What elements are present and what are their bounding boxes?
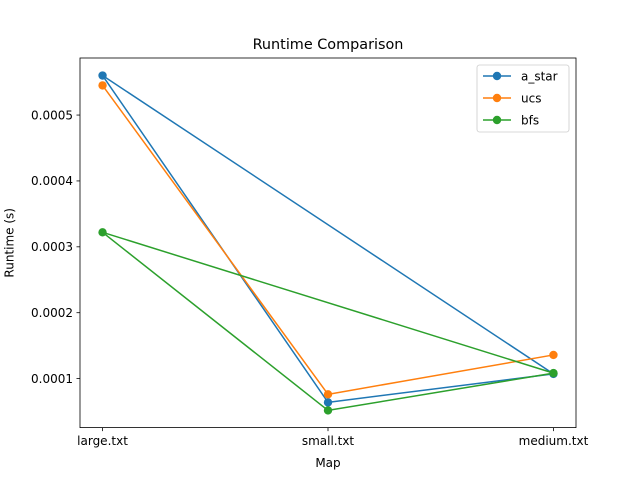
x-axis-ticks: large.txt small.txt medium.txt [77, 427, 589, 448]
y-axis-label: Runtime (s) [3, 208, 17, 278]
data-point-bfs-1 [323, 406, 333, 415]
legend-label-a_star: a_star [521, 69, 558, 83]
legend-marker-a_star [492, 71, 502, 81]
data-point-bfs-0 [98, 228, 107, 237]
y-tick-label: 0.0003 [31, 240, 73, 254]
x-axis-label: Map [315, 456, 340, 470]
y-axis-ticks: 0.0001 0.0002 0.0003 0.0004 0.0005 [31, 108, 80, 386]
series-line-bfs [102, 231, 555, 412]
data-point-a_star-1 [323, 398, 333, 407]
plot-area [98, 71, 558, 415]
x-tick-label: large.txt [77, 434, 128, 448]
data-point-ucs-0 [98, 81, 107, 90]
data-point-a_star-0 [98, 71, 107, 80]
legend-marker-ucs [492, 93, 502, 103]
y-tick-label: 0.0005 [31, 108, 73, 122]
data-point-bfs-2 [549, 368, 558, 378]
data-point-ucs-2 [549, 350, 558, 360]
y-tick-label: 0.0001 [31, 372, 73, 386]
data-point-ucs-1 [323, 390, 333, 399]
y-tick-label: 0.0004 [31, 174, 73, 188]
legend-box [476, 64, 570, 133]
legend-label-bfs: bfs [521, 113, 539, 127]
x-tick-label: small.txt [302, 434, 355, 448]
chart-title: Runtime Comparison [253, 37, 404, 53]
legend-label-ucs: ucs [521, 91, 541, 105]
y-tick-label: 0.0002 [31, 306, 73, 320]
legend-marker-bfs [492, 115, 502, 125]
x-tick-label: medium.txt [519, 434, 589, 448]
